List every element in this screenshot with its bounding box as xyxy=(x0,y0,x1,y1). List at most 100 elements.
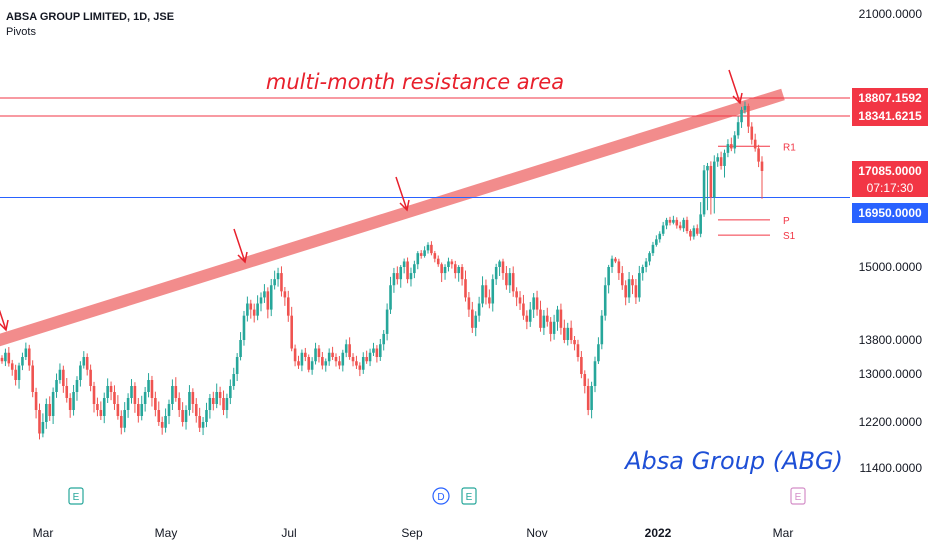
candle-body xyxy=(416,253,420,265)
candle-body xyxy=(85,357,89,370)
candle-body xyxy=(576,344,580,357)
candle-body xyxy=(205,410,208,422)
candle-body xyxy=(368,352,372,362)
candle-body xyxy=(484,285,488,298)
candle-body xyxy=(130,386,133,398)
pivot-label-r1: R1 xyxy=(783,142,796,153)
earnings-marker-label: E xyxy=(73,492,80,503)
candle-body xyxy=(726,144,730,153)
candle-body xyxy=(372,348,375,353)
candle-body xyxy=(481,285,484,304)
candle-body xyxy=(249,303,253,310)
candle-body xyxy=(535,297,539,310)
candle-body xyxy=(218,392,222,398)
candle-body xyxy=(276,273,280,280)
candle-body xyxy=(375,348,379,357)
candle-body xyxy=(365,357,368,362)
candle-body xyxy=(532,297,535,310)
earnings-marker-label: E xyxy=(795,492,802,503)
candle-body xyxy=(242,315,246,340)
candle-body xyxy=(566,327,570,340)
candle-body xyxy=(382,333,386,345)
candle-body xyxy=(10,363,14,370)
candle-body xyxy=(154,398,157,410)
candle-body xyxy=(736,122,740,136)
candle-body xyxy=(624,285,627,298)
candle-body xyxy=(89,369,92,386)
candle-body xyxy=(269,285,273,310)
candle-body xyxy=(48,404,52,416)
candle-body xyxy=(75,380,79,392)
candle-body xyxy=(215,392,219,404)
candle-body xyxy=(126,398,130,410)
y-tick-label: 11400.0000 xyxy=(859,461,922,475)
candle-body xyxy=(96,404,99,410)
candle-body xyxy=(208,398,212,410)
candle-body xyxy=(17,365,21,380)
candle-body xyxy=(27,348,31,366)
candle-body xyxy=(263,291,266,298)
price-tag-value: 16950.0000 xyxy=(858,206,922,220)
candle-body xyxy=(644,261,648,267)
x-tick-label: Mar xyxy=(33,526,54,540)
y-tick-label: 21000.0000 xyxy=(859,7,923,21)
candle-body xyxy=(706,165,709,171)
arrow-shaft-0 xyxy=(0,309,7,331)
candle-body xyxy=(160,422,164,428)
candle-body xyxy=(692,228,696,237)
candle-body xyxy=(314,348,317,362)
candle-body xyxy=(508,273,512,286)
candle-body xyxy=(413,264,416,274)
candle-body xyxy=(304,352,307,357)
candle-body xyxy=(730,144,733,149)
candle-body xyxy=(212,398,215,404)
candle-body xyxy=(147,380,150,392)
candle-body xyxy=(464,279,467,298)
x-axis: Mar May Jul Sep Nov 2022 Mar xyxy=(33,526,794,540)
candle-body xyxy=(511,273,515,292)
candle-body xyxy=(361,357,365,370)
candle-body xyxy=(392,273,396,286)
candle-body xyxy=(539,309,542,328)
candle-body xyxy=(171,386,174,404)
pivot-label-s1: S1 xyxy=(783,231,796,242)
candle-body xyxy=(31,365,34,392)
resistance-band xyxy=(0,88,785,347)
candle-body xyxy=(297,361,300,366)
candle-body xyxy=(191,392,195,404)
candle-body xyxy=(436,258,440,265)
candle-body xyxy=(760,161,764,171)
candle-body xyxy=(82,357,86,366)
horizontal-levels xyxy=(0,97,850,198)
candle-body xyxy=(399,267,403,280)
candle-body xyxy=(72,392,75,410)
candle-body xyxy=(344,344,348,353)
candle-body xyxy=(38,410,41,434)
brand-annotation: Absa Group (ABG) xyxy=(623,447,843,475)
candle-body xyxy=(150,380,154,398)
candle-body xyxy=(7,352,11,364)
x-tick-label: May xyxy=(155,526,178,540)
earnings-marker xyxy=(790,487,806,505)
earnings-marker xyxy=(68,487,84,505)
candle-body xyxy=(79,365,82,380)
arrow-head-3 xyxy=(732,92,743,105)
candle-body xyxy=(600,315,604,345)
candle-body xyxy=(716,157,719,162)
candle-body xyxy=(157,410,161,422)
candle-body xyxy=(757,148,760,162)
candle-body xyxy=(259,297,263,304)
candle-body xyxy=(668,219,672,223)
candlestick-series xyxy=(0,101,764,440)
candle-body xyxy=(327,352,331,362)
price-tag xyxy=(852,106,928,126)
candle-body xyxy=(471,309,474,328)
candle-body xyxy=(453,264,457,274)
arrow-shaft-2 xyxy=(395,176,408,211)
candle-body xyxy=(331,352,334,357)
candle-body xyxy=(188,392,191,410)
candle-body xyxy=(324,361,328,366)
price-tag xyxy=(852,161,928,197)
candle-body xyxy=(338,361,341,366)
